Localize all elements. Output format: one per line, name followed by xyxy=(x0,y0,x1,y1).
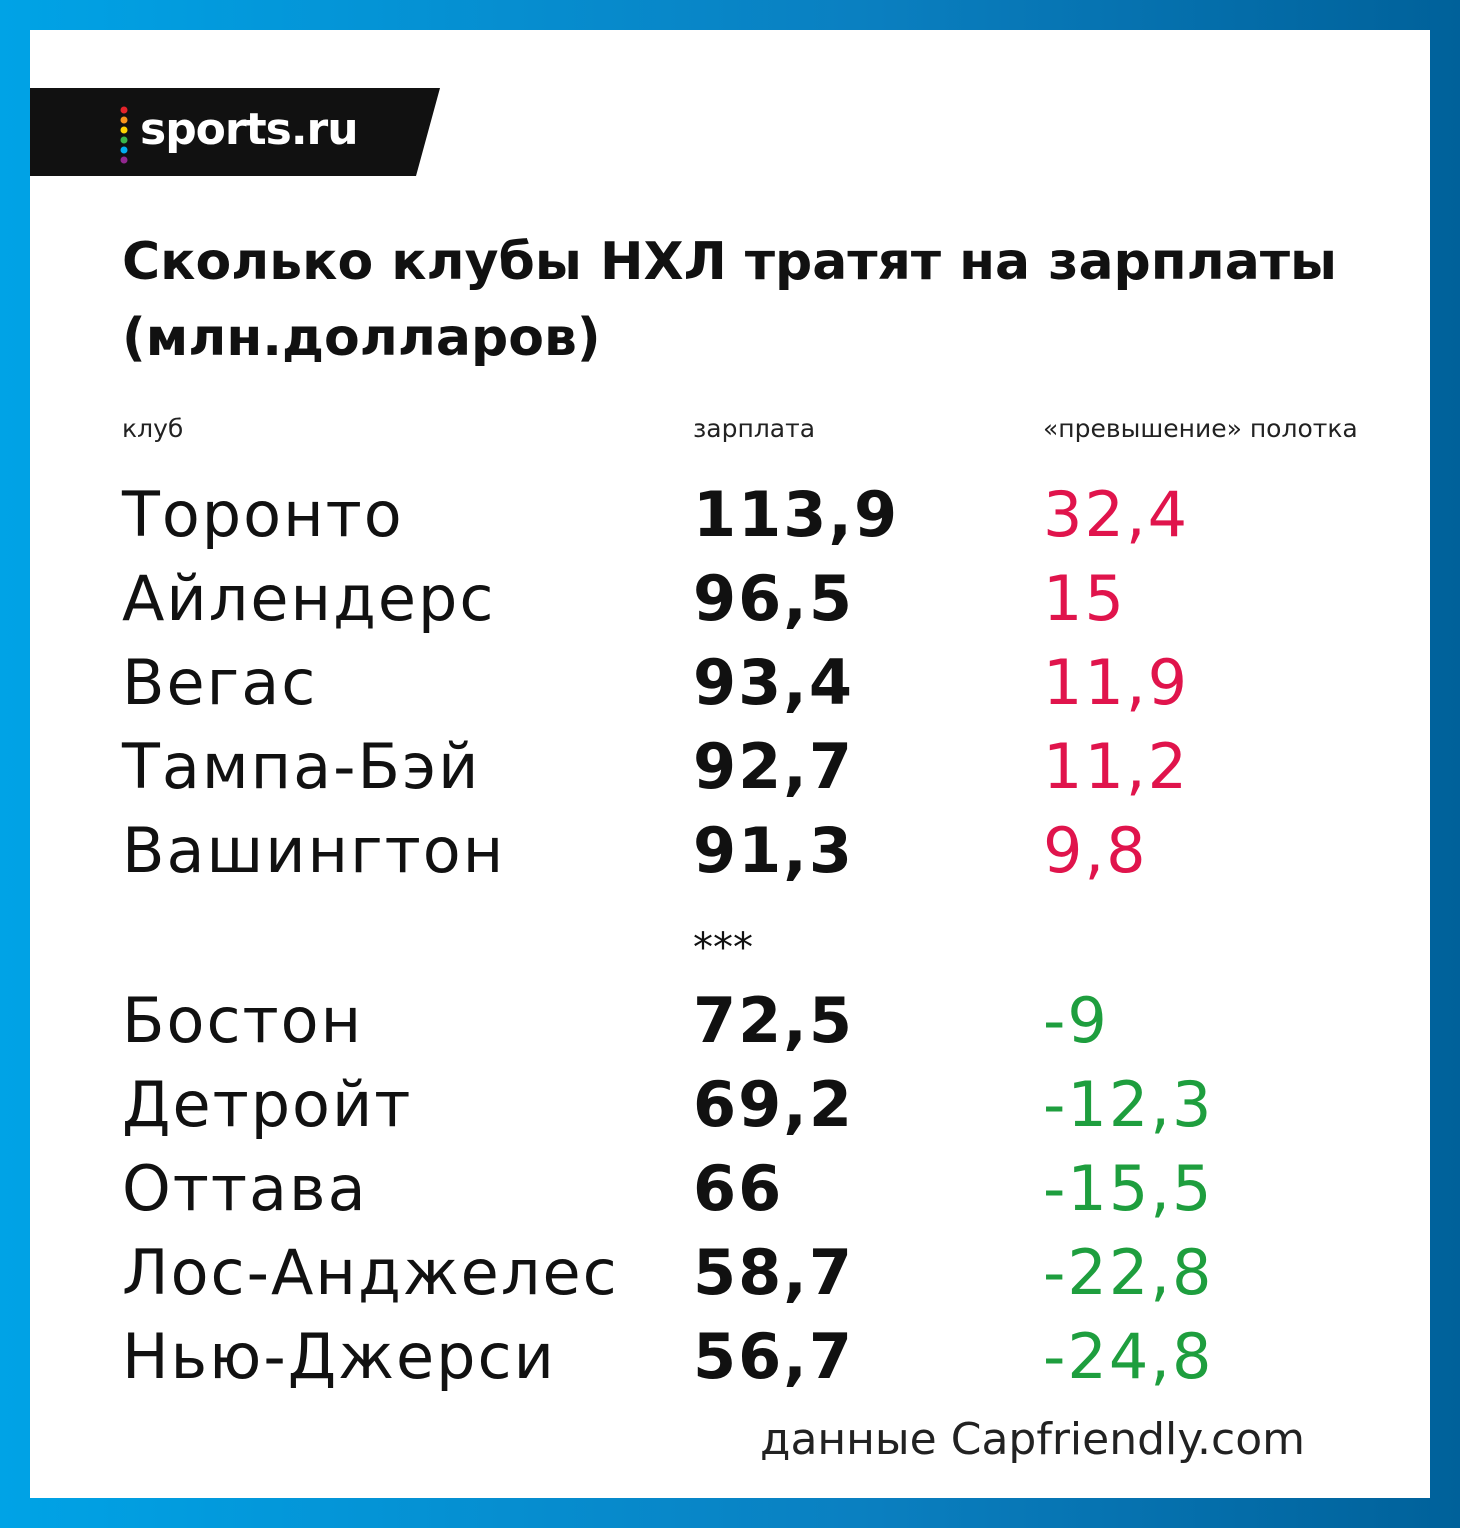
source: данные Capfriendly.com xyxy=(760,1414,1305,1465)
cap-excess: 9,8 xyxy=(1043,814,1148,887)
cap-excess: 32,4 xyxy=(1043,478,1190,551)
club-name: Вегас xyxy=(122,646,318,719)
club-name: Нью-Джерси xyxy=(122,1320,556,1393)
title: Сколько клубы НХЛ тратят на зарплаты xyxy=(122,232,1338,292)
salary: 72,5 xyxy=(693,984,854,1057)
salary: 58,7 xyxy=(693,1236,854,1309)
cap-excess: 11,2 xyxy=(1043,730,1190,803)
club-name: Бостон xyxy=(122,984,364,1057)
column-header: «превышение» полотка xyxy=(1043,414,1358,443)
club-name: Лос-Анджелес xyxy=(122,1236,619,1309)
club-name: Тампа-Бэй xyxy=(122,730,481,803)
salary: 66 xyxy=(693,1152,784,1225)
salary: 69,2 xyxy=(693,1068,854,1141)
cap-excess: -24,8 xyxy=(1043,1320,1214,1393)
panel xyxy=(30,30,1430,1498)
club-name: Айлендерс xyxy=(122,562,496,635)
salary: 93,4 xyxy=(693,646,854,719)
cap-excess: 15 xyxy=(1043,562,1126,635)
salary: 113,9 xyxy=(693,478,900,551)
column-header: клуб xyxy=(122,414,184,443)
column-header: зарплата xyxy=(693,414,816,443)
subtitle: (млн.долларов) xyxy=(122,308,601,368)
salary: 96,5 xyxy=(693,562,854,635)
salary: 56,7 xyxy=(693,1320,854,1393)
brand-bar xyxy=(30,88,440,176)
cap-excess: 11,9 xyxy=(1043,646,1190,719)
cap-excess: -22,8 xyxy=(1043,1236,1214,1309)
brand: sports.ru xyxy=(140,104,359,155)
club-name: Торонто xyxy=(122,478,404,551)
salary: 91,3 xyxy=(693,814,854,887)
cap-excess: -15,5 xyxy=(1043,1152,1214,1225)
separator: *** xyxy=(693,925,753,971)
club-name: Оттава xyxy=(122,1152,368,1225)
club-name: Детройт xyxy=(122,1068,413,1141)
cap-excess: -12,3 xyxy=(1043,1068,1214,1141)
club-name: Вашингтон xyxy=(122,814,506,887)
salary: 92,7 xyxy=(693,730,854,803)
cap-excess: -9 xyxy=(1043,984,1109,1057)
